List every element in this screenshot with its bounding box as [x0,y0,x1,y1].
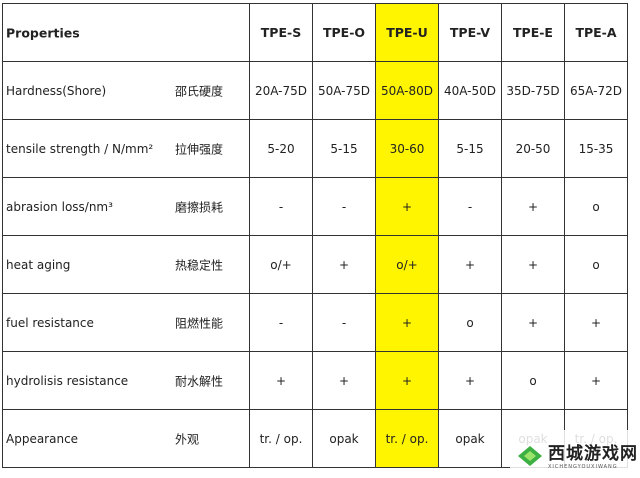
property-zh: 耐水解性 [175,374,224,388]
value-cell: o/+ [375,235,439,294]
value-cell: o [501,351,565,410]
property-en: tensile strength / N/mm² [6,141,154,156]
value-cell: + [312,351,376,410]
property-zh: 邵氏硬度 [175,84,224,98]
value-cell: + [375,293,439,352]
property-zh: 拉伸强度 [175,142,224,156]
property-zh: 阻燃性能 [175,316,224,330]
value-cell: tr. / op. [375,409,439,468]
value-cell: + [375,351,439,410]
value-cell: 5-15 [312,119,376,178]
table-row: fuel resistance 阻燃性能 - - + o + + [2,293,628,352]
property-zh: 外观 [175,432,200,446]
value-cell: o [438,293,502,352]
value-cell: + [312,235,376,294]
value-cell: 20-50 [501,119,565,178]
watermark-name: 西城游戏网 [548,443,638,464]
value-cell: 40A-50D [438,61,502,120]
green-leaf-logo-icon [518,446,542,466]
value-cell: o [564,235,628,294]
value-cell: opak [438,409,502,468]
value-cell: + [564,293,628,352]
value-cell: + [438,235,502,294]
header-properties-label: Properties [6,25,80,40]
value-cell: - [249,177,313,236]
watermark-logo: 西城游戏网 XICHENGYOUXIWANG [510,430,640,478]
value-cell: 5-20 [249,119,313,178]
property-zh: 磨擦损耗 [175,200,224,214]
value-cell: + [501,177,565,236]
table-header-row: Properties TPE-S TPE-O TPE-U TPE-V TPE-E TPE-… [2,3,628,62]
table-row: hydrolisis resistance 耐水解性 + + + + o + [2,351,628,410]
table-row: tensile strength / N/mm² 拉伸强度 5-20 5-15 30-6… [2,119,628,178]
property-en: Appearance [6,431,79,446]
value-cell: 65A-72D [564,61,628,120]
property-en: abrasion loss/nm³ [6,199,113,214]
header-tpe-s: TPE-S [249,3,313,62]
value-cell: + [501,235,565,294]
property-cell: fuel resistance 阻燃性能 [2,293,250,352]
value-cell: + [564,351,628,410]
header-tpe-o: TPE-O [312,3,376,62]
property-cell: Appearance 外观 [2,409,250,468]
value-cell: 20A-75D [249,61,313,120]
value-cell: - [438,177,502,236]
value-cell: o [564,177,628,236]
header-tpe-a: TPE-A [564,3,628,62]
value-cell: 50A-75D [312,61,376,120]
value-cell: - [312,293,376,352]
value-cell: + [375,177,439,236]
property-cell: abrasion loss/nm³ 磨擦损耗 [2,177,250,236]
value-cell: o/+ [249,235,313,294]
property-zh: 热稳定性 [175,258,224,272]
value-cell: - [312,177,376,236]
value-cell: tr. / op. [249,409,313,468]
property-cell: Hardness(Shore) 邵氏硬度 [2,61,250,120]
header-tpe-e: TPE-E [501,3,565,62]
value-cell: 50A-80D [375,61,439,120]
value-cell: + [438,351,502,410]
property-cell: heat aging 热稳定性 [2,235,250,294]
watermark-pinyin: XICHENGYOUXIWANG [548,463,618,470]
header-tpe-v: TPE-V [438,3,502,62]
value-cell: opak [312,409,376,468]
header-tpe-u: TPE-U [375,3,439,62]
property-cell: tensile strength / N/mm² 拉伸强度 [2,119,250,178]
table-row: heat aging 热稳定性 o/+ + o/+ + + o [2,235,628,294]
value-cell: + [249,351,313,410]
header-properties: Properties [2,3,250,62]
value-cell: + [501,293,565,352]
properties-table: Properties TPE-S TPE-O TPE-U TPE-V TPE-E TPE-… [2,3,628,468]
value-cell: 5-15 [438,119,502,178]
property-cell: hydrolisis resistance 耐水解性 [2,351,250,410]
value-cell: 30-60 [375,119,439,178]
value-cell: - [249,293,313,352]
value-cell: 35D-75D [501,61,565,120]
table-row: abrasion loss/nm³ 磨擦损耗 - - + - + o [2,177,628,236]
table-row: Hardness(Shore) 邵氏硬度 20A-75D 50A-75D 50A-80D… [2,61,628,120]
property-en: Hardness(Shore) [6,83,107,98]
property-en: hydrolisis resistance [6,373,129,388]
value-cell: 15-35 [564,119,628,178]
property-en: heat aging [6,257,71,272]
property-en: fuel resistance [6,315,94,330]
